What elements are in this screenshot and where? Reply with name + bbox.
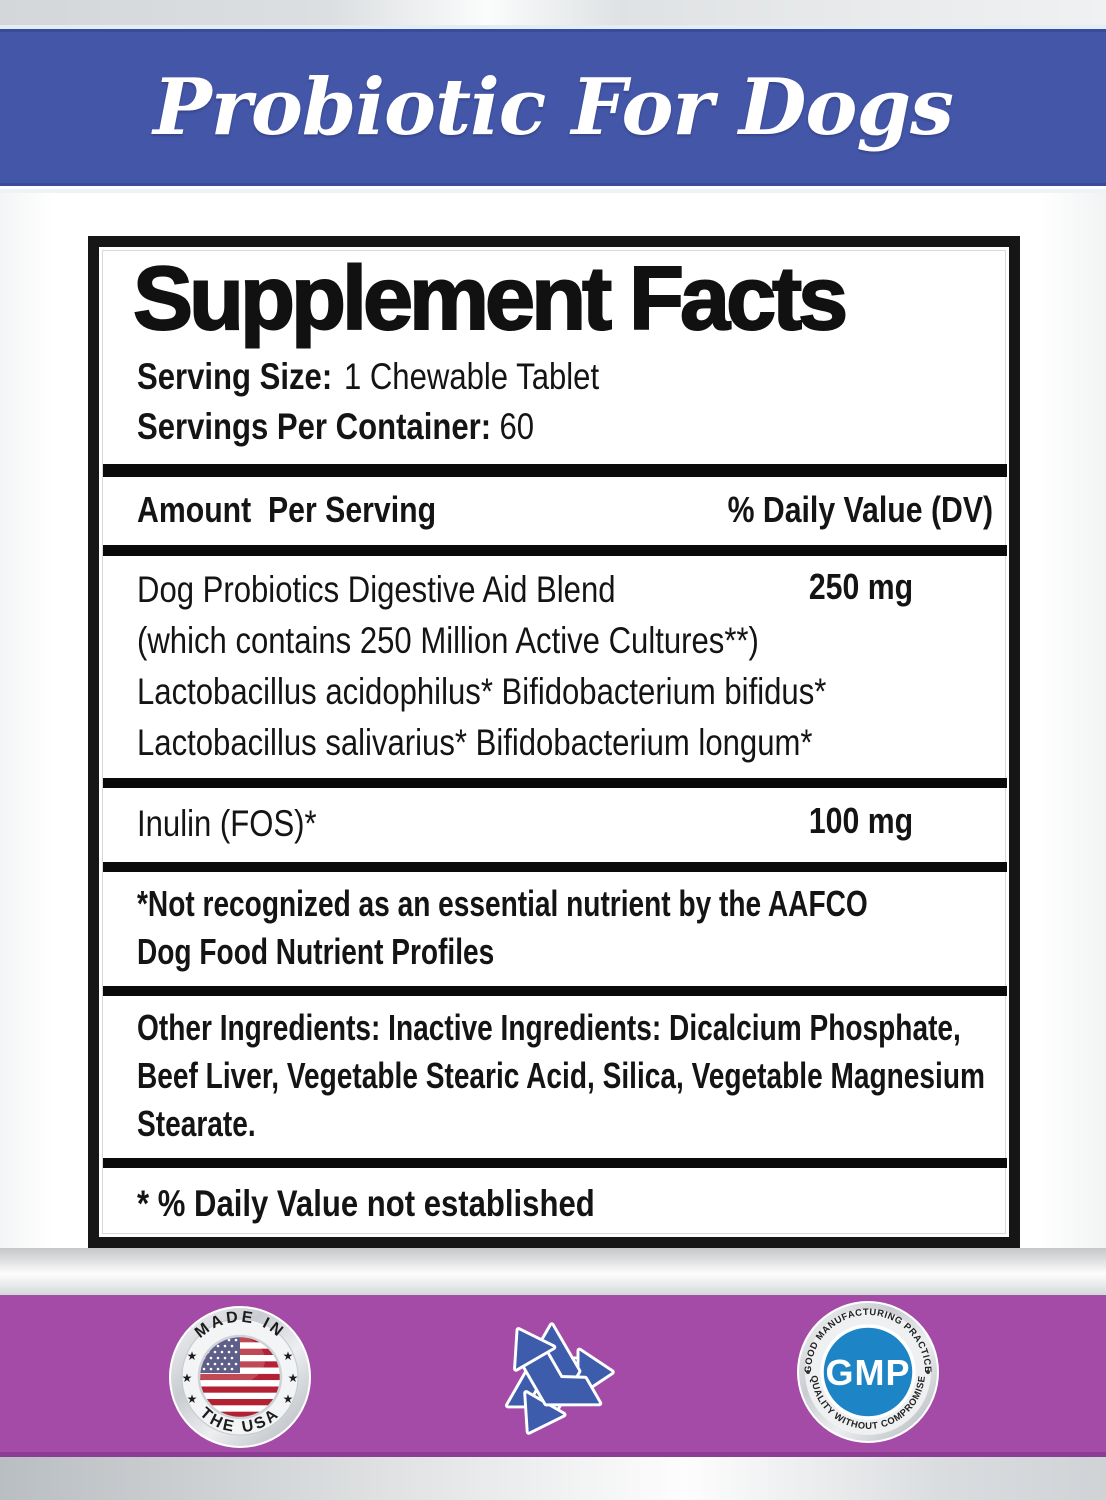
panel-title: Supplement Facts — [132, 248, 849, 350]
made-in-usa-badge: MADE IN THE USA ★ ★ ★ ★ ★ ★ — [169, 1306, 311, 1448]
divider-bar — [103, 985, 1007, 996]
divider-bar — [103, 544, 1007, 556]
gmp-center-text: GMP — [825, 1352, 910, 1393]
gmp-dot-left — [806, 1370, 810, 1374]
amount-per-serving-header: Amount Per Serving — [137, 488, 437, 530]
flag-ring — [197, 1334, 283, 1420]
ingredient-name: Dog Probiotics Digestive Aid Blend — [137, 568, 616, 610]
svg-text:★: ★ — [187, 1349, 198, 1363]
aafco-footnote: *Not recognized as an essential nutrient… — [137, 872, 993, 986]
ingredient-detail: (which contains 250 Million Active Cultu… — [137, 619, 759, 661]
recycle-icon — [478, 1298, 628, 1448]
footnote-line: Dog Food Nutrient Profiles — [137, 930, 495, 972]
mid-silver-strip — [0, 1248, 1106, 1295]
other-ingredients-line: Beef Liver, Vegetable Stearic Acid, Sili… — [137, 1054, 985, 1096]
column-header-row: Amount Per Serving % Daily Value (DV) — [137, 477, 993, 545]
svg-text:★: ★ — [283, 1349, 294, 1363]
gmp-badge: GOOD MANUFACTURING PRACTICE QUALITY WITH… — [797, 1301, 939, 1443]
ingredient-row-inulin: 100 mg Inulin (FOS)* — [137, 788, 993, 862]
serving-size-line: Serving Size: 1 Chewable Tablet — [137, 352, 993, 402]
svg-text:★: ★ — [182, 1371, 193, 1385]
inulin-amount: 100 mg — [808, 799, 913, 841]
product-title: Probiotic For Dogs — [153, 62, 954, 153]
serving-size-label: Serving Size: — [137, 355, 333, 397]
svg-text:★: ★ — [283, 1392, 294, 1406]
gmp-dot-right — [926, 1370, 930, 1374]
star-icon: ★ ★ ★ ★ ★ ★ — [182, 1349, 299, 1406]
daily-value-header: % Daily Value (DV) — [727, 488, 993, 530]
product-banner: Probiotic For Dogs — [0, 29, 1106, 186]
top-silver-strip — [0, 0, 1106, 29]
daily-value-note-text: * % Daily Value not established — [137, 1182, 595, 1224]
ingredient-name: Inulin (FOS)* — [137, 802, 317, 844]
footnote-line: *Not recognized as an essential nutrient… — [137, 882, 868, 924]
divider-bar — [103, 1157, 1007, 1168]
daily-value-note: * % Daily Value not established — [137, 1168, 993, 1236]
ingredient-detail: Lactobacillus acidophilus* Bifidobacteri… — [137, 670, 827, 712]
ingredient-detail: Lactobacillus salivarius* Bifidobacteriu… — [137, 721, 813, 763]
gmp-inner-disc — [820, 1324, 916, 1420]
label-body: Supplement Facts Serving Size: 1 Chewable… — [0, 193, 1106, 1248]
other-ingredients-line: Other Ingredients: Inactive Ingredients:… — [137, 1006, 961, 1048]
other-ingredients-line: Stearate. — [137, 1102, 256, 1144]
servings-value: 60 — [499, 405, 535, 447]
servings-per-container-line: Servings Per Container: 60 — [137, 402, 993, 452]
banner-underline — [0, 189, 1106, 193]
serving-size-value: 1 Chewable Tablet — [343, 355, 600, 397]
bottom-silver-strip — [0, 1457, 1106, 1500]
probiotic-blend-amount: 250 mg — [808, 565, 913, 607]
svg-text:★: ★ — [288, 1371, 299, 1385]
servings-label: Servings Per Container: — [137, 405, 492, 447]
supplement-facts-panel: Supplement Facts Serving Size: 1 Chewable… — [88, 236, 1020, 1248]
svg-text:★: ★ — [187, 1392, 198, 1406]
divider-bar — [103, 861, 1007, 872]
divider-bar — [103, 463, 1007, 477]
divider-bar — [103, 777, 1007, 788]
other-ingredients-section: Other Ingredients: Inactive Ingredients:… — [137, 996, 993, 1158]
ingredient-row-probiotic-blend: 250 mg Dog Probiotics Digestive Aid Blen… — [137, 556, 993, 778]
bottom-purple-band: MADE IN THE USA ★ ★ ★ ★ ★ ★ — [0, 1295, 1106, 1457]
